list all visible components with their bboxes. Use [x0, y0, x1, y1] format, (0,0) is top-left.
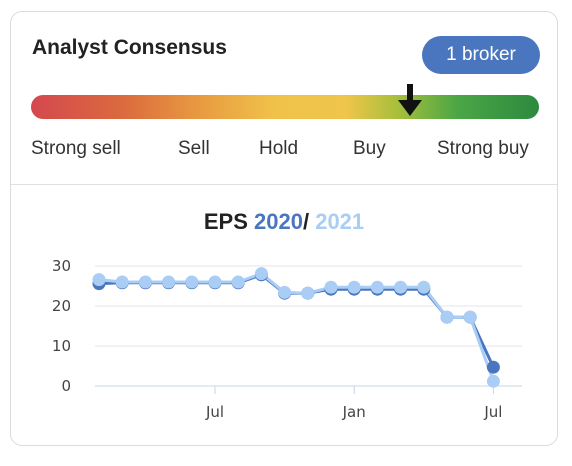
data-point-2021-4 — [185, 275, 199, 289]
consensus-gradient-bar — [31, 95, 539, 119]
data-point-2021-0 — [92, 273, 106, 287]
data-point-2021-12 — [370, 280, 384, 294]
eps-separator: / — [302, 209, 310, 234]
scale-label-hold: Hold — [259, 138, 299, 159]
x-tick-label-1: Jan — [342, 403, 366, 421]
data-point-2021-10 — [324, 280, 338, 294]
data-point-2021-2 — [138, 275, 152, 289]
data-point-2020-17 — [486, 360, 500, 374]
data-point-2021-17 — [486, 374, 500, 388]
y-tick-label-10: 10 — [52, 337, 71, 355]
data-point-2021-1 — [115, 275, 129, 289]
x-tick-label-0: Jul — [205, 403, 224, 421]
eps-chart-title: EPS 2020/ 2021 — [11, 209, 557, 235]
y-tick-label-30: 30 — [52, 257, 71, 275]
broker-count-button[interactable]: 1 broker — [422, 36, 540, 74]
y-tick-label-20: 20 — [52, 297, 71, 315]
card-title: Analyst Consensus — [32, 36, 227, 59]
data-point-2021-14 — [417, 280, 431, 294]
eps-year-2021: 2021 — [315, 209, 365, 234]
x-tick-label-2: Jul — [483, 403, 502, 421]
data-point-2021-8 — [278, 285, 292, 299]
data-point-2021-6 — [231, 275, 245, 289]
scale-label-strong-sell: Strong sell — [31, 138, 121, 159]
scale-label-sell: Sell — [178, 138, 210, 159]
eps-year-2020: 2020 — [254, 209, 303, 234]
analyst-consensus-card: Analyst Consensus 1 broker Strong sell S… — [10, 11, 558, 446]
y-tick-label-0: 0 — [61, 377, 71, 395]
scale-label-buy: Buy — [353, 138, 386, 159]
data-point-2021-3 — [162, 275, 176, 289]
series-line-2021 — [98, 272, 495, 382]
data-point-2021-11 — [347, 280, 361, 294]
scale-label-strong-buy: Strong buy — [437, 138, 529, 159]
eps-line-chart: 0 10 20 30 Jul Jan Jul — [52, 257, 522, 421]
section-divider — [11, 184, 557, 185]
data-point-2021-9 — [301, 286, 315, 300]
series-line-2020 — [98, 273, 495, 368]
consensus-arrow-icon — [398, 84, 422, 116]
eps-label: EPS — [203, 209, 248, 234]
data-point-2021-7 — [254, 267, 268, 281]
data-point-2021-16 — [463, 310, 477, 324]
data-point-2021-5 — [208, 275, 222, 289]
data-point-2021-13 — [394, 280, 408, 294]
data-point-2021-15 — [440, 310, 454, 324]
